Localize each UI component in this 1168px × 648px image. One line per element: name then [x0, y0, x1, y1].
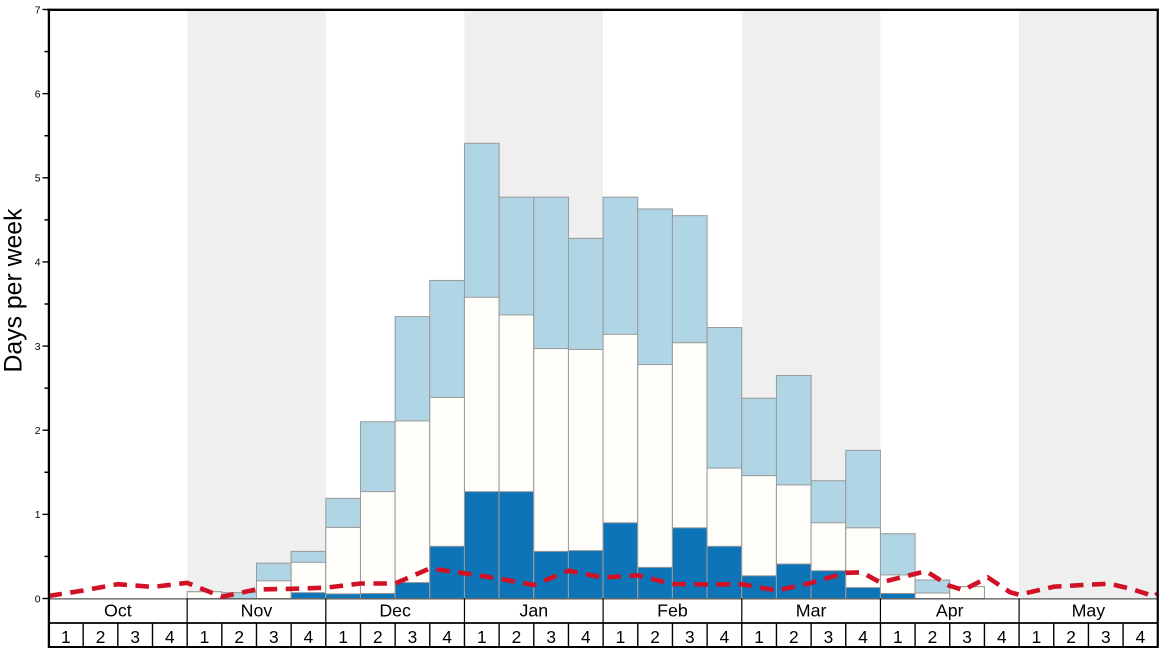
svg-text:4: 4 [35, 258, 41, 269]
svg-text:Mar: Mar [796, 601, 827, 621]
svg-text:2: 2 [96, 627, 106, 647]
svg-text:Jan: Jan [519, 601, 548, 621]
svg-text:3: 3 [269, 627, 279, 647]
svg-text:Nov: Nov [241, 601, 273, 621]
svg-text:1: 1 [754, 627, 764, 647]
svg-text:4: 4 [1136, 627, 1146, 647]
svg-text:7: 7 [35, 5, 41, 16]
svg-text:3: 3 [685, 627, 695, 647]
svg-text:2: 2 [35, 426, 41, 437]
svg-text:2: 2 [789, 627, 799, 647]
svg-text:May: May [1072, 601, 1106, 621]
svg-text:2: 2 [650, 627, 660, 647]
svg-text:1: 1 [616, 627, 626, 647]
svg-text:Oct: Oct [104, 601, 132, 621]
svg-text:1: 1 [35, 510, 41, 521]
svg-text:1: 1 [200, 627, 210, 647]
svg-text:6: 6 [35, 89, 41, 100]
svg-text:1: 1 [477, 627, 487, 647]
svg-text:3: 3 [408, 627, 418, 647]
svg-text:2: 2 [373, 627, 383, 647]
svg-text:1: 1 [1032, 627, 1042, 647]
svg-text:Feb: Feb [657, 601, 688, 621]
svg-text:4: 4 [165, 627, 175, 647]
svg-text:Apr: Apr [936, 601, 964, 621]
svg-text:3: 3 [1101, 627, 1111, 647]
svg-text:3: 3 [824, 627, 834, 647]
svg-text:4: 4 [304, 627, 314, 647]
svg-text:5: 5 [35, 174, 41, 185]
svg-text:4: 4 [858, 627, 868, 647]
svg-text:4: 4 [442, 627, 452, 647]
svg-text:3: 3 [962, 627, 972, 647]
svg-text:4: 4 [997, 627, 1007, 647]
svg-text:Days per week: Days per week [1, 208, 28, 373]
svg-text:2: 2 [512, 627, 522, 647]
svg-text:3: 3 [130, 627, 140, 647]
svg-text:4: 4 [720, 627, 730, 647]
svg-text:1: 1 [893, 627, 903, 647]
svg-text:2: 2 [928, 627, 938, 647]
svg-text:1: 1 [61, 627, 71, 647]
svg-text:1: 1 [338, 627, 348, 647]
svg-text:2: 2 [234, 627, 244, 647]
svg-text:2: 2 [1066, 627, 1076, 647]
svg-text:3: 3 [546, 627, 556, 647]
svg-text:4: 4 [581, 627, 591, 647]
svg-text:3: 3 [35, 342, 41, 353]
svg-text:Dec: Dec [379, 601, 411, 621]
svg-text:0: 0 [35, 594, 41, 605]
